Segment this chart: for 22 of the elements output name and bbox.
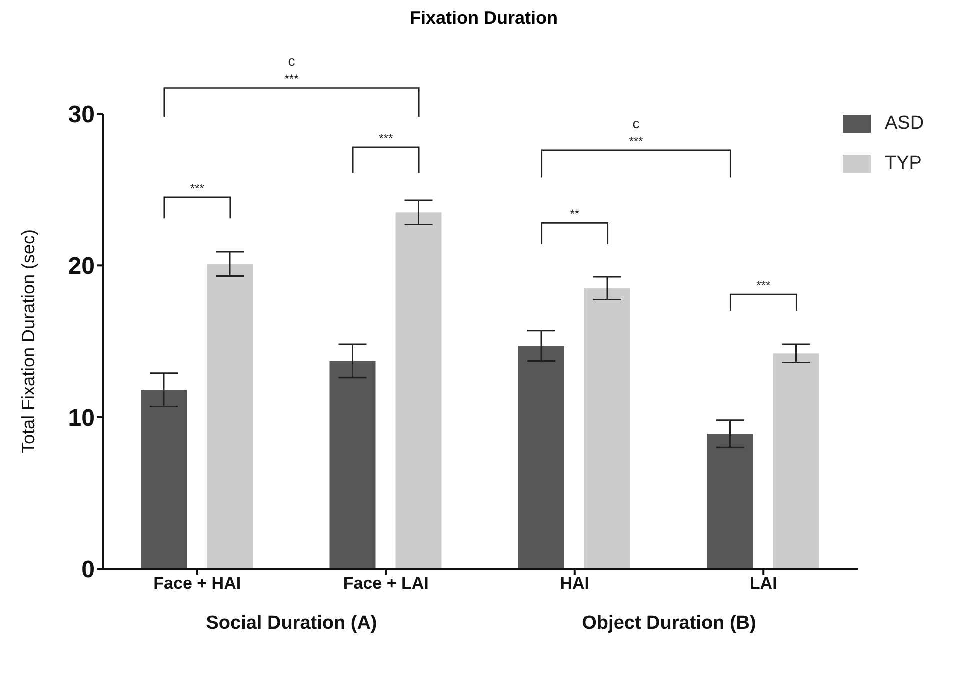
x-tick-label: Face + HAI <box>154 574 242 594</box>
x-tick-label: HAI <box>560 574 590 594</box>
annotation: *** <box>629 134 644 148</box>
annotation: *** <box>756 278 771 292</box>
y-tick-label: 0 <box>82 556 95 584</box>
legend-label: ASD <box>885 113 924 135</box>
annotation: *** <box>379 131 394 146</box>
annotation: ** <box>570 207 580 222</box>
annotation: c <box>632 115 640 132</box>
legend-label: TYP <box>885 153 922 175</box>
text: Object Duration (B) <box>582 613 756 634</box>
y-axis-title: Total Fixation Duration (sec) <box>18 229 38 454</box>
text: c <box>288 53 296 70</box>
text: *** <box>284 72 300 86</box>
x-tick-label: Face + LAI <box>343 574 429 594</box>
y-tick-label: 30 <box>68 102 95 129</box>
x-tick-label: LAI <box>750 574 778 594</box>
y-tick-label: 20 <box>68 253 95 280</box>
text: Social Duration (A) <box>206 613 378 634</box>
chart-title: Fixation Duration <box>409 8 559 30</box>
y-tick-label: 10 <box>68 404 95 432</box>
annotation: *** <box>190 181 205 196</box>
